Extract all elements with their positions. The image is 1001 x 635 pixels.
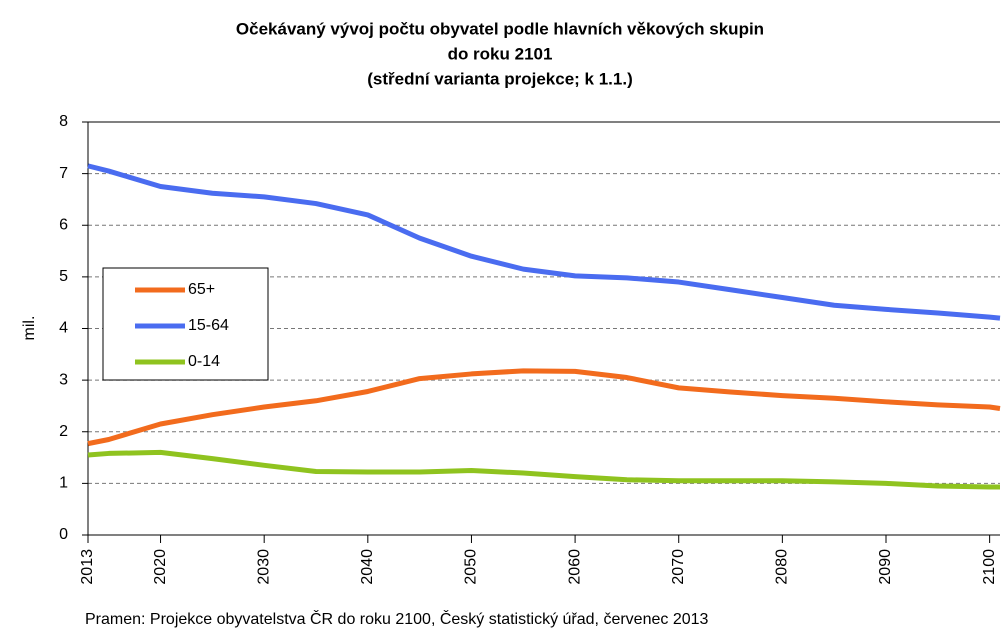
x-tick-label: 2080 [774, 549, 791, 585]
y-tick-label: 5 [59, 268, 68, 285]
line [87, 368, 1001, 447]
x-tick-label: 2013 [79, 549, 96, 585]
y-tick-label: 1 [59, 475, 68, 492]
line [87, 449, 1000, 490]
y-tick-label: 4 [59, 320, 68, 337]
x-tick-label: 2050 [463, 549, 480, 585]
x-tick-label: 2060 [566, 549, 583, 585]
source: Pramen: Projekce obyvatelstva ČR do roku… [85, 609, 709, 628]
line [87, 163, 1001, 321]
y-tick-label: 2 [59, 423, 68, 440]
y-tick-label: 3 [59, 371, 68, 388]
x-tick-label: 2030 [255, 549, 272, 585]
y-tick-label: 0 [59, 526, 68, 543]
x-tick-label: 2020 [152, 549, 169, 585]
legend [102, 267, 269, 381]
y-tick-label: 7 [59, 165, 68, 182]
x-tick-label: 2040 [359, 549, 376, 585]
x-tick-label: 2090 [877, 549, 894, 585]
y-axis-label: mil. [21, 316, 38, 341]
y-tick-label: 8 [59, 113, 68, 130]
x-tick-label: 2070 [670, 549, 687, 585]
legend-label: 65+ [188, 281, 215, 298]
chart-title: do roku 2101 [448, 44, 553, 63]
legend-label: 15-64 [188, 317, 229, 334]
x-tick-label: 2100 [981, 549, 998, 585]
chart-title: Očekávaný vývoj počtu obyvatel podle hla… [236, 19, 764, 38]
y-tick-label: 6 [59, 216, 68, 233]
chart-title: (střední varianta projekce; k 1.1.) [367, 69, 633, 88]
legend-label: 0-14 [188, 353, 220, 370]
